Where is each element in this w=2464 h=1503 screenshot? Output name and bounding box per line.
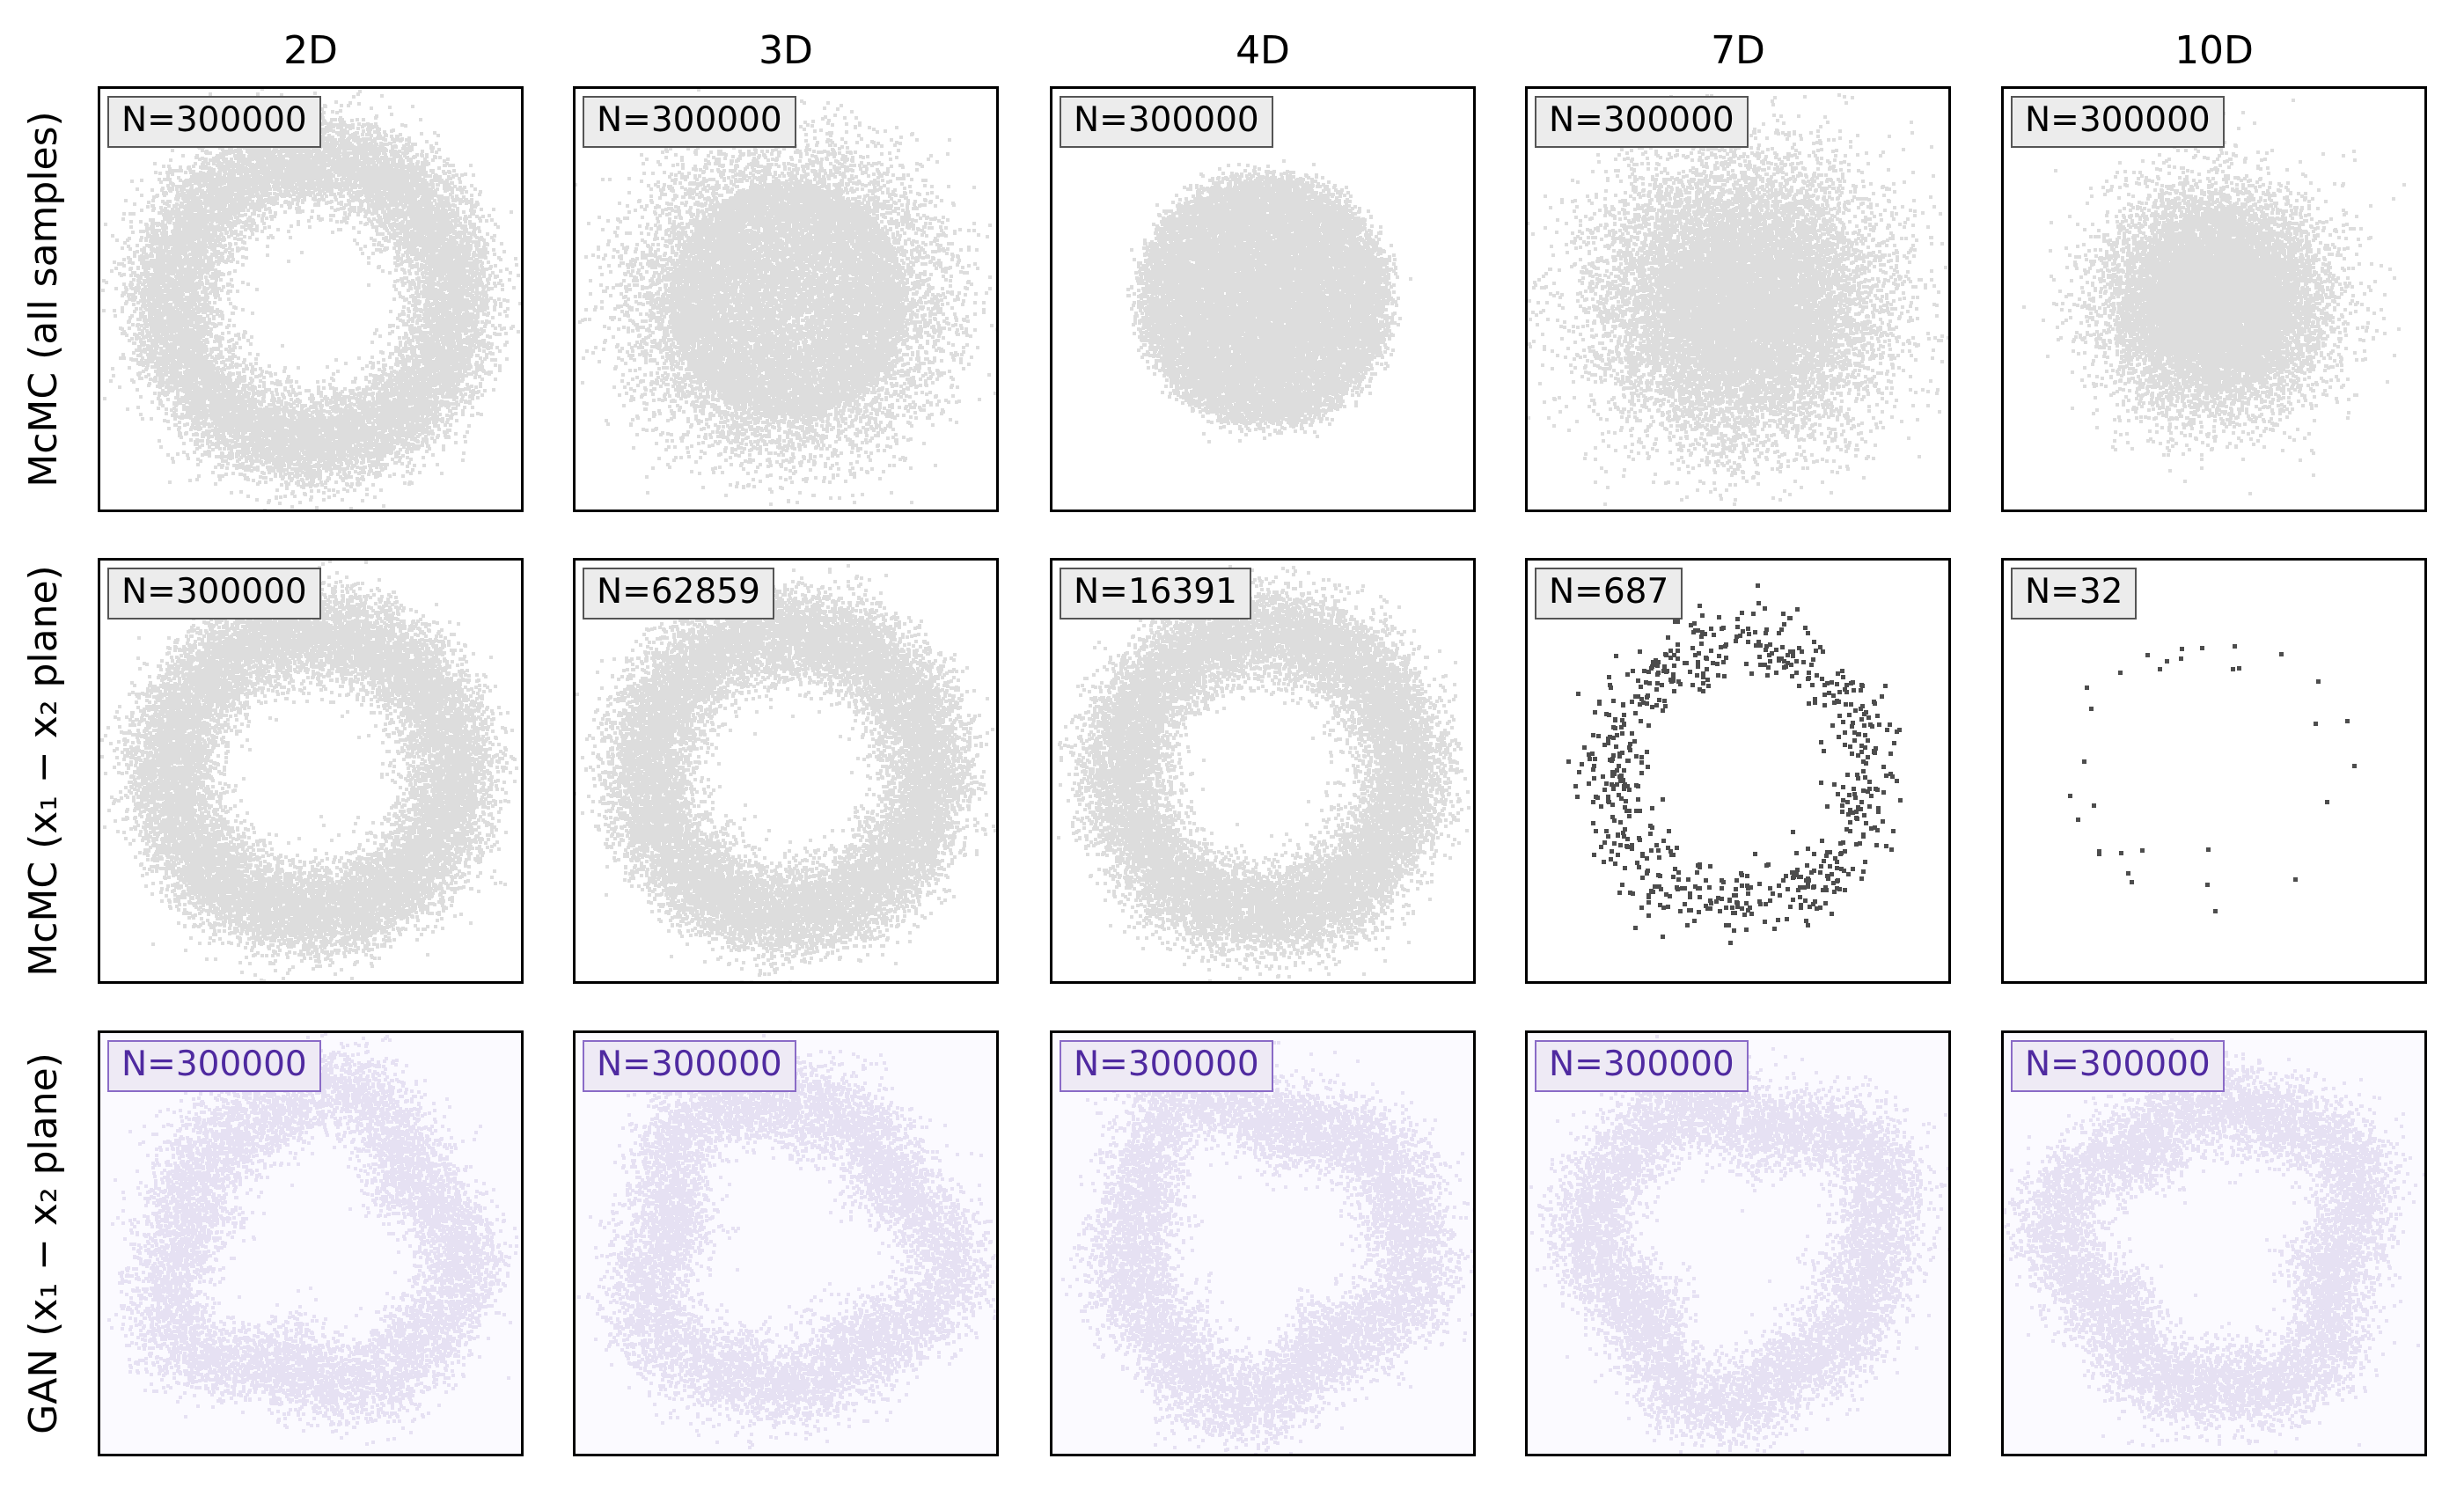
sample-points bbox=[100, 89, 521, 510]
heatmap-panel: N=300000 bbox=[1525, 1030, 1951, 1456]
sample-points bbox=[2022, 99, 2406, 510]
density-mark bbox=[1052, 1040, 1473, 1454]
density-plot bbox=[2004, 561, 2424, 981]
density-mark bbox=[2004, 1033, 2424, 1454]
density-plot bbox=[2004, 1033, 2424, 1454]
heatmap-panel: N=16391 bbox=[1050, 558, 1476, 984]
heatmap-panel: N=300000 bbox=[98, 86, 524, 512]
density-plot bbox=[1528, 561, 1948, 981]
sample-count-label: N=300000 bbox=[1060, 1040, 1273, 1092]
sample-count-label: N=300000 bbox=[107, 96, 321, 148]
sample-count-label: N=16391 bbox=[1060, 568, 1251, 620]
sample-points bbox=[2004, 1033, 2424, 1454]
density-mark bbox=[576, 561, 996, 981]
sample-count-label: N=32 bbox=[2011, 568, 2137, 620]
heatmap-panel: N=300000 bbox=[98, 558, 524, 984]
sample-count-label: N=300000 bbox=[107, 568, 321, 620]
sample-points bbox=[107, 1033, 521, 1454]
sample-count-label: N=300000 bbox=[1060, 96, 1273, 148]
sample-points bbox=[1052, 1040, 1473, 1454]
column-title: 4D bbox=[1048, 32, 1478, 70]
density-plot bbox=[1052, 1033, 1473, 1454]
heatmap-panel: N=62859 bbox=[573, 558, 999, 984]
sample-points bbox=[100, 561, 521, 981]
sample-count-label: N=300000 bbox=[2011, 96, 2225, 148]
heatmap-panel: N=300000 bbox=[573, 86, 999, 512]
density-plot bbox=[1052, 561, 1473, 981]
sample-count-label: N=300000 bbox=[583, 96, 796, 148]
density-mark bbox=[1566, 583, 1903, 945]
column-title: 2D bbox=[96, 32, 525, 70]
density-plot bbox=[576, 561, 996, 981]
column-title: 3D bbox=[571, 32, 1001, 70]
sample-count-label: N=300000 bbox=[2011, 1040, 2225, 1092]
sample-count-label: N=300000 bbox=[1535, 1040, 1749, 1092]
density-mark bbox=[1052, 561, 1473, 981]
sample-points bbox=[576, 89, 996, 510]
density-mark bbox=[100, 561, 521, 981]
sample-count-label: N=62859 bbox=[583, 568, 774, 620]
sample-count-label: N=300000 bbox=[107, 1040, 321, 1092]
density-mark bbox=[1528, 1035, 1948, 1454]
sample-points bbox=[1528, 1035, 1948, 1454]
row-title: McMC (all samples) bbox=[25, 86, 63, 512]
sample-points bbox=[1052, 561, 1473, 981]
density-plot bbox=[1528, 1033, 1948, 1454]
density-plot bbox=[1052, 89, 1473, 510]
density-mark bbox=[100, 89, 521, 510]
density-mark bbox=[2068, 644, 2357, 913]
density-plot bbox=[100, 1033, 521, 1454]
sample-points bbox=[1126, 159, 1412, 444]
row-title: McMC (x₁ − x₂ plane) bbox=[25, 558, 63, 984]
sample-count-label: N=300000 bbox=[1535, 96, 1749, 148]
density-plot bbox=[100, 561, 521, 981]
sample-points bbox=[577, 1033, 996, 1454]
heatmap-panel: N=300000 bbox=[2001, 86, 2427, 512]
sample-points bbox=[1566, 583, 1903, 945]
column-title: 7D bbox=[1523, 32, 1953, 70]
heatmap-panel: N=300000 bbox=[1050, 86, 1476, 512]
heatmap-panel: N=300000 bbox=[1050, 1030, 1476, 1456]
sample-points bbox=[1528, 89, 1948, 510]
sample-points bbox=[576, 561, 996, 981]
density-plot bbox=[1528, 89, 1948, 510]
sample-count-label: N=300000 bbox=[583, 1040, 796, 1092]
heatmap-panel: N=687 bbox=[1525, 558, 1951, 984]
density-plot bbox=[100, 89, 521, 510]
heatmap-panel: N=300000 bbox=[1525, 86, 1951, 512]
sample-count-label: N=687 bbox=[1535, 568, 1683, 620]
heatmap-panel: N=300000 bbox=[98, 1030, 524, 1456]
heatmap-panel: N=32 bbox=[2001, 558, 2427, 984]
heatmap-panel: N=300000 bbox=[573, 1030, 999, 1456]
density-mark bbox=[1126, 159, 1412, 444]
sample-points bbox=[2068, 644, 2357, 913]
density-plot bbox=[576, 89, 996, 510]
column-title: 10D bbox=[1999, 32, 2429, 70]
density-plot bbox=[2004, 89, 2424, 510]
density-mark bbox=[107, 1033, 521, 1454]
density-mark bbox=[576, 89, 996, 510]
density-mark bbox=[2022, 99, 2406, 510]
density-plot bbox=[576, 1033, 996, 1454]
density-mark bbox=[577, 1033, 996, 1454]
row-title: GAN (x₁ − x₂ plane) bbox=[25, 1030, 63, 1456]
density-mark bbox=[1528, 89, 1948, 510]
heatmap-panel: N=300000 bbox=[2001, 1030, 2427, 1456]
